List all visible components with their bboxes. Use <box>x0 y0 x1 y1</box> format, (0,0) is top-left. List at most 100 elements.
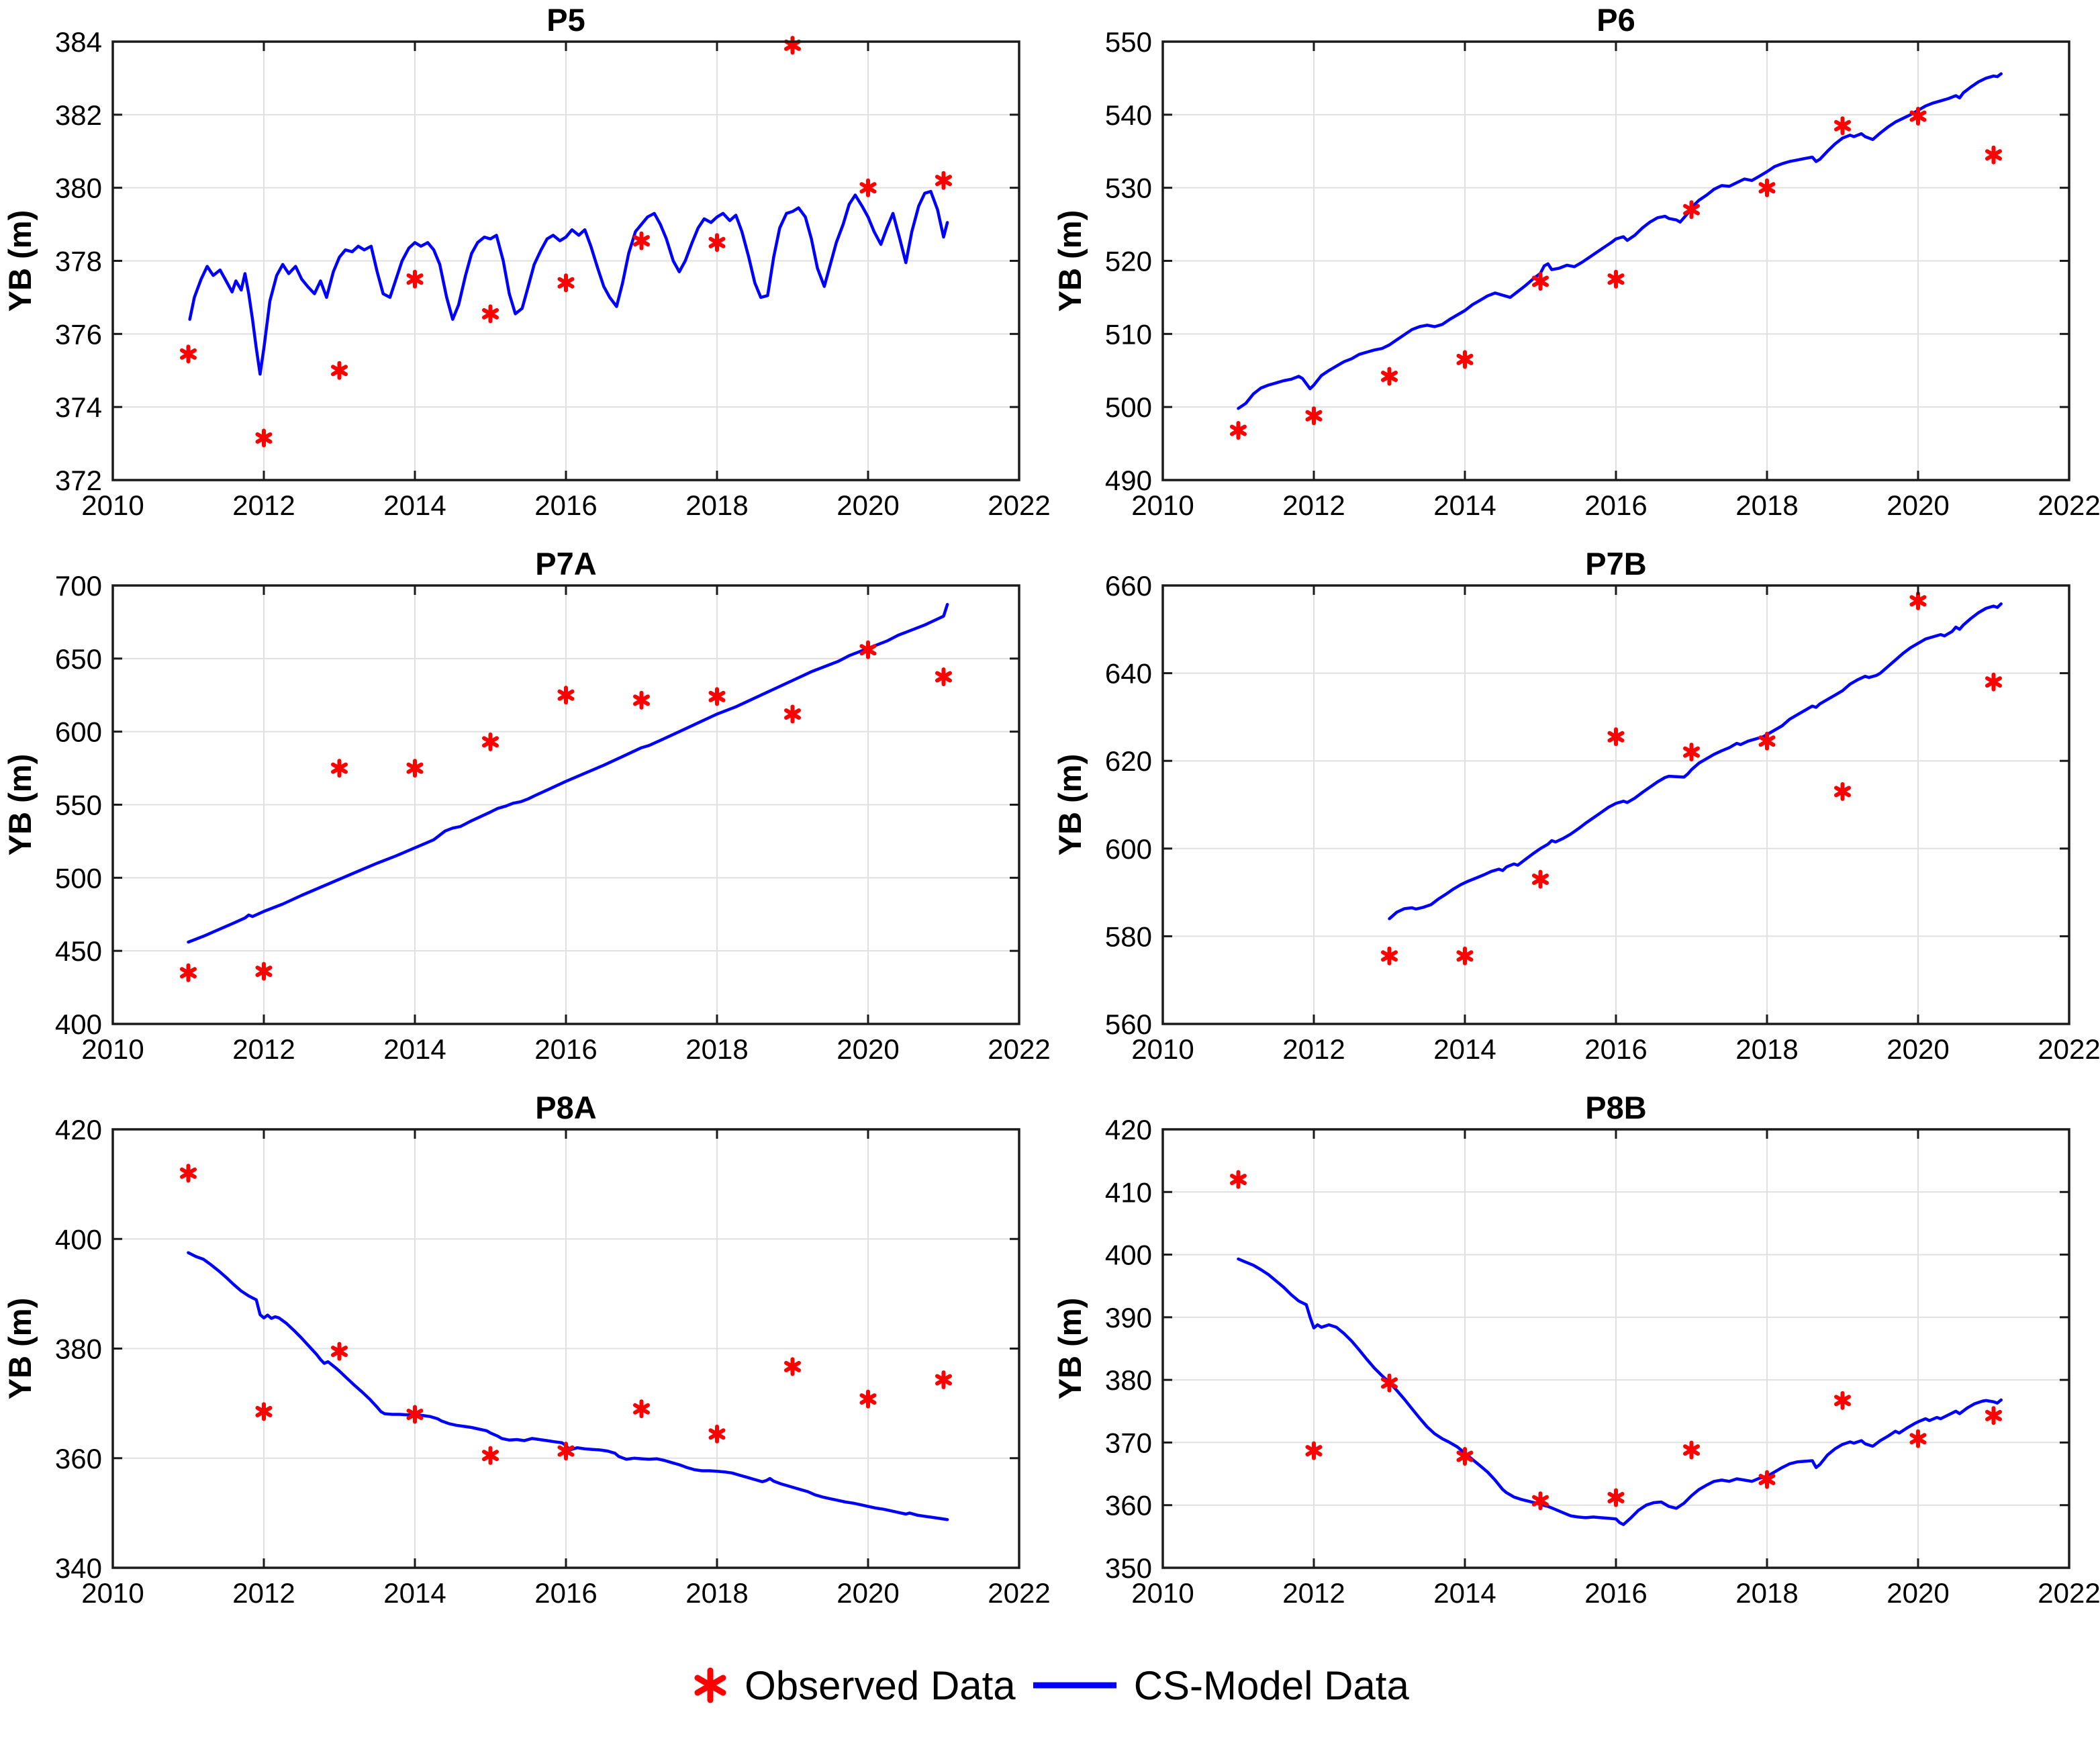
x-tick-label: 2016 <box>1584 489 1647 521</box>
y-axis-label: YB (m) <box>1052 210 1088 312</box>
y-axis-label: YB (m) <box>2 1298 38 1399</box>
y-tick-label: 640 <box>1105 658 1152 690</box>
asterisk-icon <box>694 1667 726 1703</box>
y-tick-label: 378 <box>55 246 102 277</box>
y-tick-label: 372 <box>55 465 102 496</box>
x-tick-label: 2012 <box>1282 1577 1345 1609</box>
chart-grid: 2010 2012 2014 2016 2018 2020 2022 372 374 376 378… <box>2 2 2100 1609</box>
observed-marker <box>406 1409 424 1420</box>
observed-marker <box>1532 1495 1549 1507</box>
observed-marker <box>1758 1474 1776 1485</box>
observed-marker <box>180 348 197 360</box>
y-tick-label: 390 <box>1105 1302 1152 1333</box>
x-tick-label: 2018 <box>685 1577 748 1609</box>
x-tick-label: 2022 <box>2038 1033 2100 1065</box>
x-tick-label: 2022 <box>988 489 1050 521</box>
observed-marker <box>935 175 952 187</box>
x-tick-label: 2020 <box>837 489 899 521</box>
observed-marker <box>1985 676 2002 688</box>
x-tick-label: 2016 <box>1584 1577 1647 1609</box>
observed-marker <box>1683 1444 1700 1456</box>
observed-marker <box>557 689 575 701</box>
y-tick-label: 660 <box>1105 570 1152 602</box>
observed-marker <box>482 1450 499 1462</box>
y-axis-label: YB (m) <box>2 210 38 312</box>
x-tick-label: 2020 <box>1887 1577 1949 1609</box>
x-tick-label: 2022 <box>2038 489 2100 521</box>
y-tick-label: 550 <box>55 790 102 821</box>
chart-panel-p8a: 2010 2012 2014 2016 2018 2020 2022 340 360 380 400… <box>2 1090 1050 1609</box>
model-line <box>188 189 949 376</box>
observed-marker <box>557 1445 575 1457</box>
observed-marker <box>255 966 273 978</box>
y-tick-label: 490 <box>1105 465 1152 496</box>
observed-marker <box>1230 1174 1247 1186</box>
observed-marker <box>708 236 726 248</box>
y-tick-label: 350 <box>1105 1552 1152 1584</box>
legend-observed-label: Observed Data <box>745 1662 1016 1708</box>
y-tick-label: 360 <box>55 1443 102 1474</box>
x-tick-label: 2014 <box>1433 1033 1496 1065</box>
x-tick-label: 2012 <box>232 1577 295 1609</box>
x-tick-label: 2022 <box>988 1577 1050 1609</box>
y-axis-label: YB (m) <box>1052 754 1088 855</box>
y-tick-label: 400 <box>55 1223 102 1255</box>
x-tick-label: 2012 <box>1282 1033 1345 1065</box>
observed-marker <box>784 708 801 720</box>
y-tick-label: 400 <box>1105 1239 1152 1271</box>
observed-marker <box>1532 874 1549 885</box>
x-tick-label: 2016 <box>534 1033 597 1065</box>
chart-panel-p8b: 2010 2012 2014 2016 2018 2020 2022 350 360 370 380… <box>1052 1090 2100 1609</box>
x-tick-label: 2018 <box>1735 1033 1798 1065</box>
y-tick-label: 450 <box>55 935 102 967</box>
observed-markers <box>180 1164 952 1465</box>
observed-marker <box>1985 149 2002 161</box>
model-line <box>1237 72 2003 410</box>
observed-marker <box>633 1403 650 1415</box>
y-tick-label: 400 <box>55 1008 102 1040</box>
observed-marker <box>1305 410 1323 422</box>
observed-marker <box>1758 735 1776 747</box>
x-tick-label: 2010 <box>81 1033 144 1065</box>
y-tick-label: 520 <box>1105 246 1152 277</box>
observed-marker <box>255 1405 273 1417</box>
x-tick-label: 2018 <box>685 489 748 521</box>
x-tick-label: 2020 <box>837 1033 899 1065</box>
observed-marker <box>859 644 877 656</box>
x-tick-label: 2020 <box>1887 1033 1949 1065</box>
observed-marker <box>406 273 424 285</box>
panel-title: P8A <box>535 1090 596 1125</box>
y-tick-label: 700 <box>55 570 102 602</box>
y-tick-label: 500 <box>55 862 102 894</box>
x-tick-label: 2010 <box>1131 1033 1194 1065</box>
y-tick-label: 360 <box>1105 1490 1152 1521</box>
observed-marker <box>1834 1395 1851 1407</box>
observed-marker <box>1758 182 1776 194</box>
y-tick-label: 420 <box>55 1114 102 1145</box>
observed-markers <box>1230 107 2002 440</box>
y-tick-label: 420 <box>1105 1114 1152 1145</box>
x-tick-label: 2016 <box>1584 1033 1647 1065</box>
observed-marker <box>331 365 348 377</box>
y-tick-label: 380 <box>55 173 102 204</box>
observed-marker <box>1607 731 1625 743</box>
observed-marker <box>482 308 499 320</box>
x-tick-label: 2016 <box>534 489 597 521</box>
y-tick-label: 560 <box>1105 1008 1152 1040</box>
y-tick-label: 540 <box>1105 99 1152 131</box>
x-tick-label: 2020 <box>1887 489 1949 521</box>
model-line <box>187 603 949 944</box>
observed-marker <box>1683 203 1700 216</box>
model-line <box>187 1251 949 1521</box>
chart-panel-p5: 2010 2012 2014 2016 2018 2020 2022 372 374 376 378… <box>2 2 1050 521</box>
observed-marker <box>633 694 650 706</box>
y-tick-label: 340 <box>55 1552 102 1584</box>
observed-marker <box>1230 424 1247 436</box>
observed-marker <box>708 1428 726 1440</box>
x-tick-label: 2014 <box>383 1033 446 1065</box>
x-tick-label: 2014 <box>383 489 446 521</box>
model-line <box>1388 602 2003 921</box>
x-tick-label: 2012 <box>232 489 295 521</box>
x-tick-label: 2012 <box>232 1033 295 1065</box>
